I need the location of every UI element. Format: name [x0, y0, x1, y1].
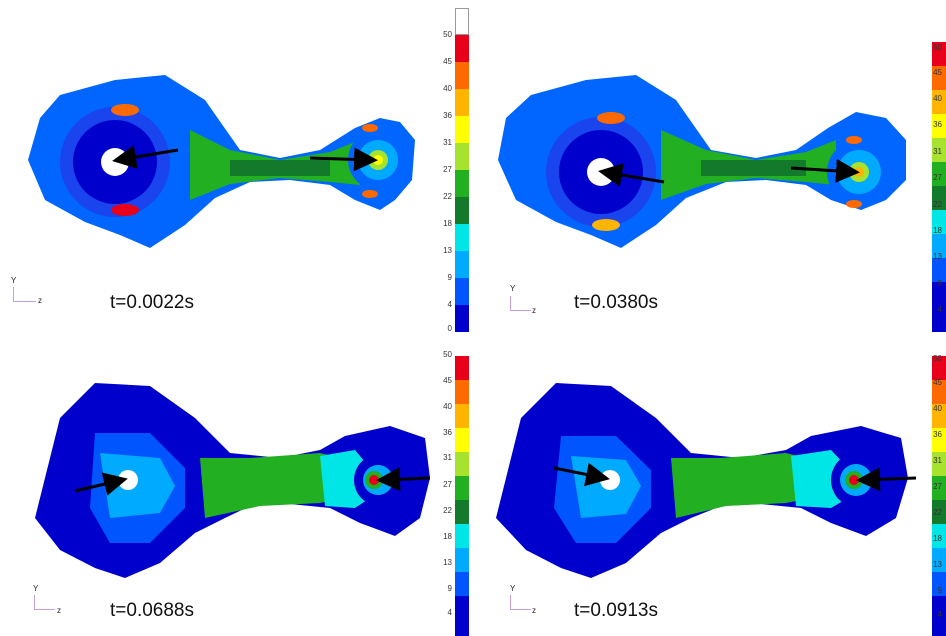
colorbar-tick: 50 — [443, 350, 452, 359]
colorbar-tick: 50 — [443, 30, 452, 39]
colorbar-tick: 36 — [443, 428, 452, 437]
colorbar-tick: 9 — [447, 273, 452, 282]
colorbar-tick: 31 — [933, 147, 942, 156]
time-label: t=0.0380s — [574, 292, 658, 313]
colorbar-tick: 27 — [933, 173, 942, 182]
stress-contour-plot-4 — [496, 383, 917, 578]
colorbar — [455, 356, 469, 636]
colorbar-tick: 45 — [443, 376, 452, 385]
colorbar — [932, 356, 946, 636]
colorbar-tick: 9 — [447, 584, 452, 593]
colorbar-tick: 27 — [443, 480, 452, 489]
colorbar-tick: 36 — [933, 120, 942, 129]
axis-triad-icon — [510, 296, 531, 311]
colorbar-tick: 13 — [933, 252, 942, 261]
colorbar-tick: 13 — [443, 246, 452, 255]
colorbar — [932, 42, 946, 332]
colorbar-tick: 45 — [933, 378, 942, 387]
colorbar-tick: 36 — [933, 430, 942, 439]
axis-z-label: z — [532, 606, 536, 615]
axis-y-label: Y — [510, 284, 516, 293]
colorbar-tick: 4 — [447, 300, 452, 309]
colorbar-tick: 9 — [937, 586, 942, 595]
colorbar-tick: 36 — [443, 111, 452, 120]
colorbar-tick: 0 — [447, 324, 452, 333]
colorbar-tick: 13 — [443, 558, 452, 567]
stress-contour-plot-2 — [498, 75, 906, 248]
colorbar — [455, 8, 469, 332]
colorbar-tick: 13 — [933, 560, 942, 569]
axis-y-label: Y — [33, 584, 39, 593]
colorbar-tick: 18 — [443, 532, 452, 541]
colorbar-tick: 50 — [933, 354, 942, 363]
colorbar-tick: 4 — [937, 610, 942, 619]
colorbar-tick: 22 — [443, 506, 452, 515]
colorbar-tick: 18 — [443, 219, 452, 228]
colorbar-tick: 4 — [447, 608, 452, 617]
colorbar-tick: 40 — [443, 84, 452, 93]
stress-contour-plot-3 — [35, 383, 431, 578]
axis-z-label: z — [57, 606, 61, 615]
colorbar-tick: 22 — [933, 508, 942, 517]
axis-z-label: z — [38, 296, 42, 305]
colorbar-tick: 18 — [933, 226, 942, 235]
axis-y-label: Y — [510, 584, 516, 593]
time-label: t=0.0913s — [574, 600, 658, 621]
colorbar-tick: 40 — [933, 94, 942, 103]
colorbar-tick: 22 — [933, 200, 942, 209]
colorbar-tick: 40 — [933, 404, 942, 413]
colorbar-tick: 4 — [937, 305, 942, 314]
time-label: t=0.0688s — [110, 600, 194, 621]
time-label: t=0.0022s — [110, 292, 194, 313]
colorbar-tick: 31 — [443, 138, 452, 147]
panel-2: Y z t=0.0380s 50 45 40 36 31 27 22 18 13… — [476, 0, 946, 332]
panel-1: Y z t=0.0022s 50 45 40 36 31 27 22 18 13… — [0, 0, 470, 333]
colorbar-tick: 45 — [933, 68, 942, 77]
colorbar-tick: 31 — [443, 453, 452, 462]
colorbar-tick: 45 — [443, 57, 452, 66]
colorbar-tick: 27 — [443, 165, 452, 174]
panel-4: Y z t=0.0913s 50 45 40 36 31 27 22 18 13… — [476, 318, 946, 636]
colorbar-tick: 40 — [443, 402, 452, 411]
axis-z-label: z — [532, 306, 536, 315]
colorbar-tick: 50 — [933, 43, 942, 52]
axis-y-label: Y — [11, 276, 17, 285]
axis-triad-icon — [34, 595, 55, 610]
colorbar-tick: 27 — [933, 482, 942, 491]
axis-triad-icon — [510, 595, 531, 610]
axis-triad-icon — [13, 287, 36, 302]
colorbar-tick: 18 — [933, 534, 942, 543]
colorbar-tick: 9 — [937, 279, 942, 288]
colorbar-tick: 22 — [443, 192, 452, 201]
stress-contour-plot-1 — [28, 75, 415, 248]
colorbar-tick: 31 — [933, 456, 942, 465]
panel-3: Y z t=0.0688s 50 45 40 36 31 27 22 18 13… — [0, 318, 470, 636]
